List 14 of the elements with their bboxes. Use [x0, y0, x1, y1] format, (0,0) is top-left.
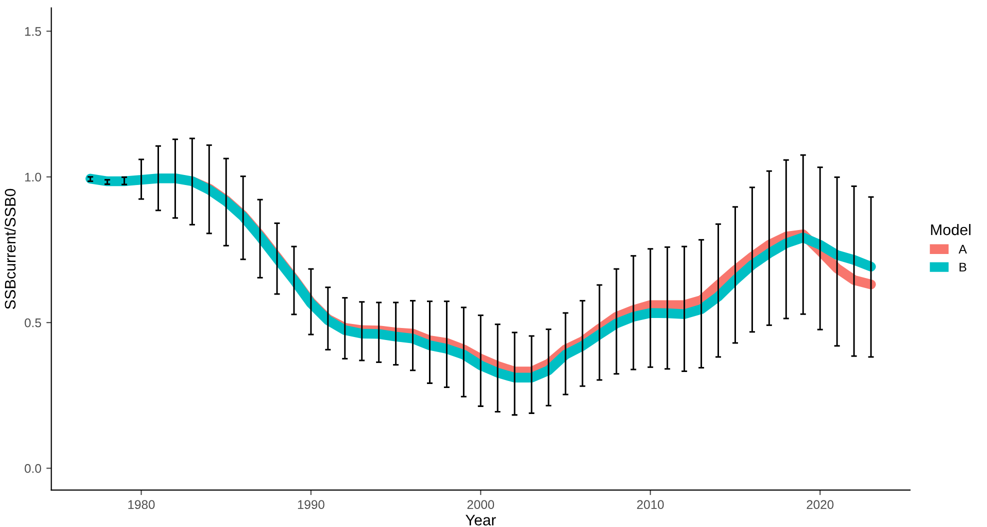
y-tick-label: 0.5: [24, 318, 42, 328]
x-axis-title: Year: [466, 514, 496, 526]
x-tick-label: 1990: [298, 500, 324, 510]
x-tick-label: 1980: [128, 500, 155, 510]
legend-title: Model: [931, 224, 970, 236]
y-tick-label: 1.5: [25, 27, 42, 36]
y-axis-title: SSBcurrent/SSB0: [4, 188, 16, 310]
y-tick-label: 1.0: [25, 172, 42, 182]
x-tick-label: 2000: [467, 500, 494, 510]
x-tick-label: 2010: [637, 500, 664, 510]
legend-label: B: [960, 262, 966, 272]
legend-label: A: [958, 244, 967, 254]
y-tick-label: 0.0: [24, 464, 42, 473]
x-tick-label: 2020: [806, 500, 834, 510]
